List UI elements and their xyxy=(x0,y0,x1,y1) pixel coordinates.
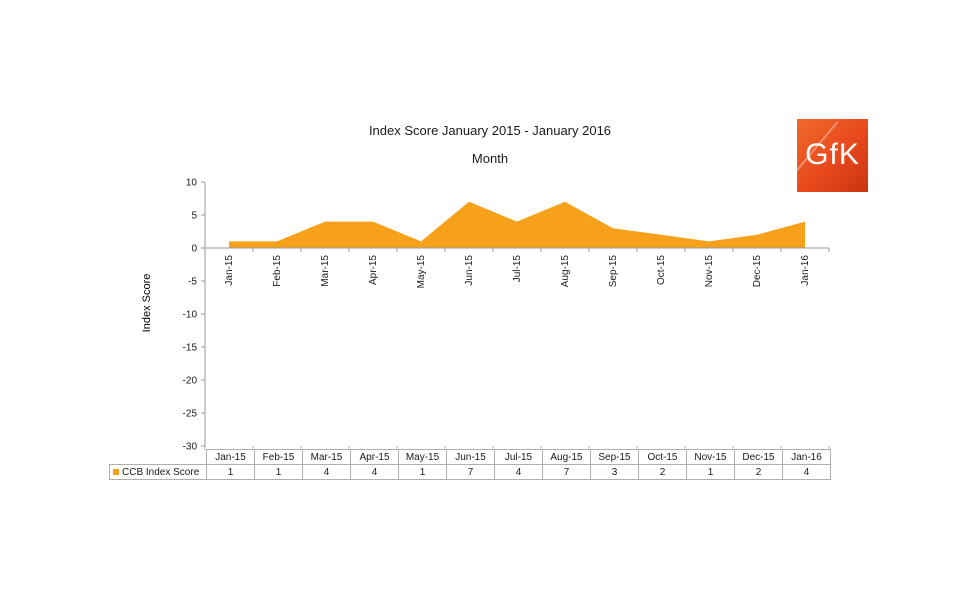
x-tick-label: Sep-15 xyxy=(608,255,619,288)
x-tick-label: Apr-15 xyxy=(368,255,379,285)
table-value-cell: 4 xyxy=(782,464,831,480)
chart-title: Index Score January 2015 - January 2016 xyxy=(368,123,612,138)
y-tick-label: -15 xyxy=(183,343,198,354)
table-value-cell: 7 xyxy=(446,464,495,480)
table-header-cell: Jul-15 xyxy=(494,449,543,465)
table-value-cell: 1 xyxy=(398,464,447,480)
y-axis: 10 5 0 -5 -10 -15 -20 -25 -30 xyxy=(183,178,206,453)
table-value-cell: 4 xyxy=(350,464,399,480)
y-tick-label: 10 xyxy=(186,178,198,189)
legend-swatch xyxy=(113,468,119,475)
table-value-cell: 7 xyxy=(542,464,591,480)
table-header-cell: Dec-15 xyxy=(734,449,783,465)
table-header-cell: Sep-15 xyxy=(590,449,639,465)
y-tick-label: -25 xyxy=(183,409,198,420)
table-header-cell: Jan-16 xyxy=(782,449,831,465)
x-tick-label: Jun-15 xyxy=(464,255,475,286)
table-value-cell: 3 xyxy=(590,464,639,480)
table-header-cell: Jan-15 xyxy=(206,449,255,465)
table-header-cell: Mar-15 xyxy=(302,449,351,465)
table-value-cell: 1 xyxy=(686,464,735,480)
x-tick-label: Jan-15 xyxy=(224,255,235,286)
table-header-row: Jan-15 Feb-15 Mar-15 Apr-15 May-15 Jun-15 Jul-… xyxy=(110,449,831,465)
table-header-cell: Oct-15 xyxy=(638,449,687,465)
x-tick-label: Jul-15 xyxy=(512,255,523,283)
chart-subtitle: Month xyxy=(471,151,509,166)
x-axis: Jan-15 Feb-15 Mar-15 Apr-15 May-15 Jun-15 Jul-… xyxy=(204,247,830,450)
x-tick-label: Jan-16 xyxy=(800,255,811,286)
y-tick-label: -30 xyxy=(183,442,198,453)
y-axis-title: Index Score xyxy=(141,274,153,333)
x-tick-label: May-15 xyxy=(416,255,427,289)
x-tick-label: Oct-15 xyxy=(656,255,667,285)
table-value-cell: 1 xyxy=(254,464,303,480)
x-tick-label: Aug-15 xyxy=(560,255,571,288)
y-tick-label: 5 xyxy=(191,211,197,222)
table-header-cell: Nov-15 xyxy=(686,449,735,465)
y-tick-label: -5 xyxy=(188,277,197,288)
logo-text: GfK xyxy=(805,138,860,171)
legend-entry: CCB Index Score xyxy=(109,464,207,480)
table-value-cell: 1 xyxy=(206,464,255,480)
table-value-cell: 4 xyxy=(302,464,351,480)
table-header-cell: Feb-15 xyxy=(254,449,303,465)
area-series xyxy=(228,201,806,248)
x-tick-label: Nov-15 xyxy=(704,255,715,288)
y-tick-label: 0 xyxy=(191,244,197,255)
x-tick-label: Mar-15 xyxy=(320,255,331,287)
data-table: Jan-15 Feb-15 Mar-15 Apr-15 May-15 Jun-15 Jul-… xyxy=(109,449,831,480)
table-value-cell: 2 xyxy=(734,464,783,480)
y-tick-label: -20 xyxy=(183,376,198,387)
table-value-cell: 2 xyxy=(638,464,687,480)
gfk-logo: GfK xyxy=(786,119,868,192)
table-header-cell: Apr-15 xyxy=(350,449,399,465)
x-tick-label: Feb-15 xyxy=(272,255,283,287)
table-header-cell: May-15 xyxy=(398,449,447,465)
table-header-cell: Aug-15 xyxy=(542,449,591,465)
table-corner xyxy=(110,450,207,465)
table-value-cell: 4 xyxy=(494,464,543,480)
table-header-cell: Jun-15 xyxy=(446,449,495,465)
legend-label: CCB Index Score xyxy=(122,466,200,478)
y-tick-label: -10 xyxy=(183,310,198,321)
x-tick-label: Dec-15 xyxy=(752,255,763,288)
area-path xyxy=(229,201,805,248)
